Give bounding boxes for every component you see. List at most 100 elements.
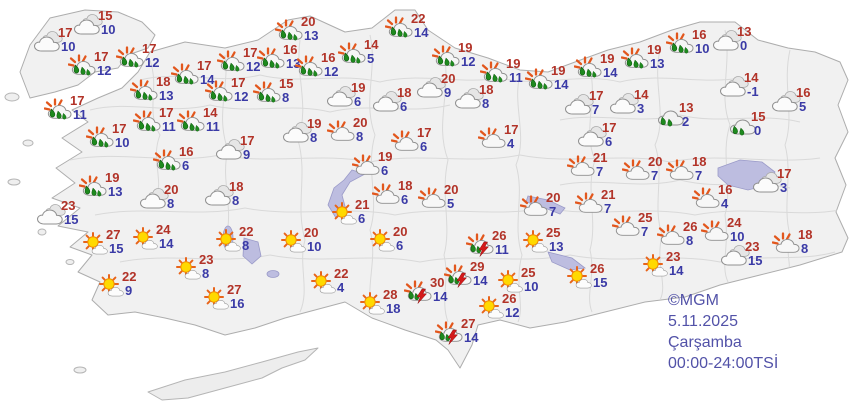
temperature-pair: 19 14 [600,52,617,80]
cloudy-icon [563,93,595,117]
weather-station: 18 8 [203,180,243,208]
low-temp: 14 [414,25,429,40]
lake-beysehir [242,237,262,265]
weather-station: 19 11 [480,57,523,85]
sun-cloud-icon [367,229,399,253]
rain-sun-icon [480,61,512,85]
low-temp: 9 [444,85,452,100]
temperature-pair: 17 6 [602,121,616,149]
low-temp: 12 [505,305,520,320]
weather-station: 18 8 [453,83,493,111]
temperature-pair: 20 7 [648,155,662,183]
high-temp: 13 [679,100,694,115]
weather-station: 23 14 [640,250,683,278]
temperature-pair: 16 13 [283,43,300,71]
weather-station: 22 14 [385,12,428,40]
high-temp: 20 [164,182,179,197]
low-temp: 8 [356,129,364,144]
weather-station: 14 3 [608,88,648,116]
weather-station: 14 -1 [718,71,759,99]
temperature-pair: 24 14 [156,223,173,251]
temperature-pair: 19 11 [506,57,523,85]
weather-station: 23 15 [719,240,762,268]
temperature-pair: 23 15 [61,199,78,227]
weather-station: 27 16 [201,283,244,311]
weather-station: 17 6 [576,121,616,149]
low-temp: 12 [461,54,476,69]
rain-sun-icon [86,126,118,150]
low-temp: 8 [801,241,809,256]
high-temp: 19 [506,56,521,71]
high-temp: 23 [666,249,681,264]
sun-cloud-icon [495,270,527,294]
low-temp: 8 [167,196,175,211]
low-temp: 4 [507,136,515,151]
temperature-pair: 26 11 [492,229,509,257]
high-temp: 15 [279,76,294,91]
temperature-pair: 20 13 [301,15,318,43]
low-temp: 13 [286,56,301,71]
high-temp: 16 [283,42,298,57]
weather-station: 17 7 [563,89,603,117]
cloud-sun-icon [666,159,698,183]
weather-station: 18 6 [371,86,411,114]
low-temp: 10 [730,229,745,244]
low-temp: 12 [234,89,249,104]
low-temp: 11 [206,119,220,134]
rain-sun-icon [621,47,653,71]
high-temp: 26 [492,228,507,243]
low-temp: 10 [101,22,116,37]
temperature-pair: 17 10 [58,26,75,54]
cloud-sun-icon [327,120,359,144]
high-temp: 27 [227,282,242,297]
cloud-sun-icon [692,187,724,211]
forecast-period: 00:00-24:00TSİ [668,355,779,372]
temperature-pair: 17 14 [197,59,214,87]
low-temp: -1 [747,84,759,99]
low-temp: 11 [162,119,176,134]
low-temp: 2 [682,114,690,129]
weather-station: 27 15 [80,228,123,256]
cloudy-icon [214,138,246,162]
cloudy-icon [718,75,750,99]
high-temp: 18 [798,227,813,242]
temperature-pair: 16 4 [718,183,732,211]
weather-station: 20 7 [520,191,560,219]
attribution-text: ©MGM [668,292,719,309]
temperature-pair: 20 8 [164,183,178,211]
temperature-pair: 23 14 [666,250,683,278]
weather-station: 20 7 [622,155,662,183]
high-temp: 20 [441,71,456,86]
sun-cloud-icon [173,257,205,281]
rain-sun-icon [68,54,100,78]
rain-icon [725,114,757,138]
sun-cloud-icon [201,287,233,311]
low-temp: 7 [651,168,659,183]
high-temp: 14 [634,87,649,102]
weather-station: 19 14 [574,52,617,80]
low-temp: 10 [115,135,130,150]
weather-station: 22 4 [308,267,348,295]
weather-station: 16 4 [692,183,732,211]
low-temp: 13 [108,184,123,199]
temperature-pair: 22 8 [239,225,253,253]
temperature-pair: 22 14 [411,12,428,40]
weather-station: 17 10 [32,26,75,54]
high-temp: 17 [777,166,792,181]
high-temp: 17 [112,121,127,136]
low-temp: 12 [97,63,112,78]
temperature-pair: 17 12 [231,76,248,104]
rain-sun-icon [338,42,370,66]
low-temp: 14 [433,289,448,304]
weather-station: 19 12 [432,41,476,69]
weather-station: 17 12 [205,76,248,104]
weather-station: 30 14 [404,276,448,304]
weather-station: 26 12 [476,292,520,320]
rain-sun-icon [133,110,165,134]
weather-station: 24 14 [130,223,173,251]
weather-station: 14 5 [338,38,378,66]
low-temp: 3 [637,101,645,116]
temperature-pair: 17 4 [504,123,518,151]
rain-sun-icon [666,32,698,56]
rain-sun-icon [205,80,237,104]
